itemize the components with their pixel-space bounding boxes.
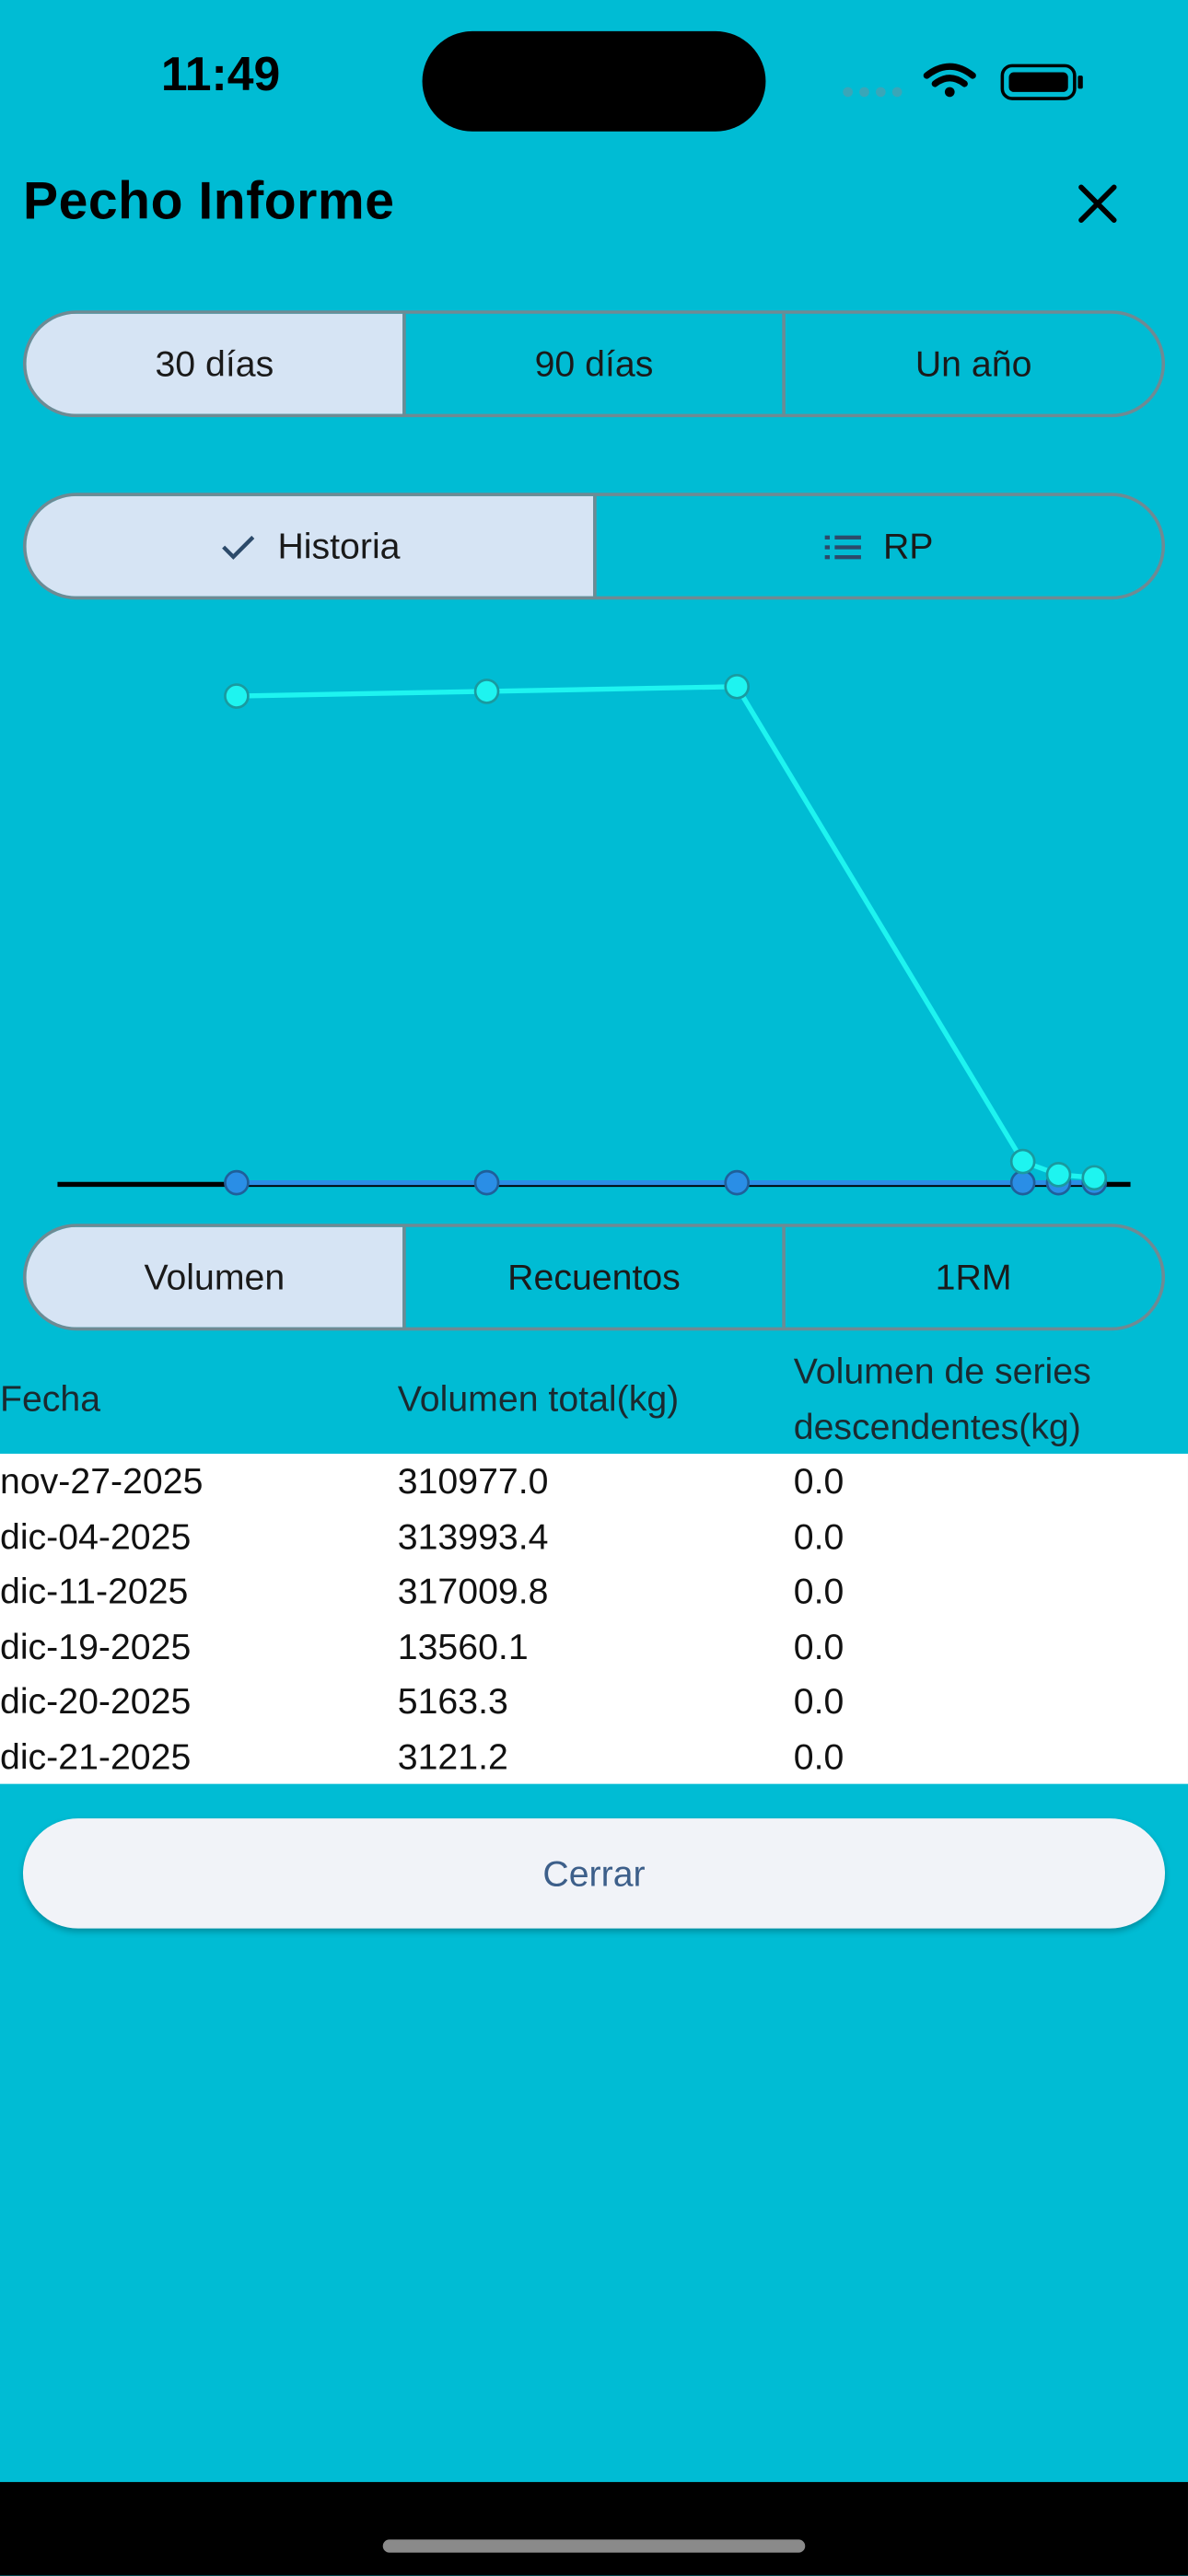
cell-total-volume: 317009.8 [397, 1570, 549, 1612]
data-point[interactable] [224, 1169, 250, 1196]
range-segmented-control: 30 días 90 días Un año [22, 310, 1165, 418]
tab-recuentos[interactable]: Recuentos [402, 1226, 782, 1328]
cell-date: nov-27-2025 [0, 1460, 204, 1502]
data-point[interactable] [724, 1169, 751, 1196]
cell-drop-volume: 0.0 [793, 1735, 844, 1777]
tab-rp[interactable]: RP [592, 495, 1161, 597]
volume-line-chart [57, 673, 1131, 1196]
tab-label: 1RM [935, 1256, 1012, 1297]
cell-date: dic-11-2025 [0, 1570, 189, 1612]
cell-total-volume: 313993.4 [397, 1514, 549, 1557]
table-body: nov-27-2025 310977.0 0.0 dic-04-2025 313993.… [0, 1454, 1188, 1784]
tab-label: Historia [277, 525, 401, 566]
tab-one-year[interactable]: Un año [782, 313, 1161, 414]
table-row: dic-04-2025 313993.4 0.0 [0, 1509, 1188, 1564]
data-point[interactable] [1081, 1165, 1108, 1191]
cell-date: dic-20-2025 [0, 1680, 192, 1722]
table-row: dic-11-2025 317009.8 0.0 [0, 1564, 1188, 1619]
cell-total-volume: 3121.2 [397, 1735, 508, 1777]
page-title: Pecho Informe [22, 170, 395, 230]
data-point[interactable] [1009, 1148, 1036, 1175]
status-time: 11:49 [160, 49, 281, 102]
cell-drop-volume: 0.0 [793, 1460, 844, 1502]
tab-label: Un año [914, 342, 1032, 384]
list-icon [825, 534, 862, 559]
series-line-0 [236, 684, 1095, 1180]
cellular-signal-icon [843, 87, 903, 98]
tab-label: 30 días [155, 342, 274, 384]
check-icon [222, 535, 255, 559]
tab-90-days[interactable]: 90 días [402, 313, 782, 414]
data-point[interactable] [724, 673, 751, 700]
tab-label: Recuentos [507, 1256, 681, 1297]
data-point[interactable] [1009, 1169, 1036, 1196]
tab-historia[interactable]: Historia [26, 495, 593, 597]
tab-volumen[interactable]: Volumen [26, 1226, 403, 1328]
table-row: dic-21-2025 3121.2 0.0 [0, 1729, 1188, 1784]
data-point[interactable] [473, 1169, 500, 1196]
table-row: dic-20-2025 5163.3 0.0 [0, 1674, 1188, 1729]
cell-drop-volume: 0.0 [793, 1625, 844, 1667]
header-fecha: Fecha [0, 1377, 101, 1420]
header-total-volume: Volumen total(kg) [397, 1377, 680, 1420]
data-point[interactable] [224, 683, 250, 709]
table-row: dic-19-2025 13560.1 0.0 [0, 1619, 1188, 1674]
data-point[interactable] [473, 679, 500, 704]
cerrar-button[interactable]: Cerrar [22, 1818, 1165, 1929]
status-icons [842, 59, 1089, 101]
tab-1rm[interactable]: 1RM [782, 1226, 1161, 1328]
data-point[interactable] [1045, 1162, 1072, 1188]
home-bar-area [0, 2481, 1188, 2576]
cell-date: dic-19-2025 [0, 1625, 192, 1667]
tab-30-days[interactable]: 30 días [26, 313, 403, 414]
view-segmented-control: Historia RP [22, 493, 1165, 600]
cell-drop-volume: 0.0 [793, 1570, 844, 1612]
dynamic-island [422, 30, 766, 132]
history-table: Fecha Volumen total(kg) Volumen de serie… [0, 1343, 1188, 1784]
cell-drop-volume: 0.0 [793, 1680, 844, 1722]
cell-drop-volume: 0.0 [793, 1514, 844, 1557]
cell-date: dic-04-2025 [0, 1514, 192, 1557]
metric-segmented-control: Volumen Recuentos 1RM [22, 1224, 1165, 1331]
cell-total-volume: 13560.1 [397, 1625, 529, 1667]
close-icon[interactable] [1071, 178, 1124, 230]
table-row: nov-27-2025 310977.0 0.0 [0, 1454, 1188, 1509]
tab-label: Volumen [144, 1256, 285, 1297]
home-indicator[interactable] [382, 2539, 806, 2553]
cell-total-volume: 5163.3 [397, 1680, 508, 1722]
cell-date: dic-21-2025 [0, 1735, 192, 1777]
cell-total-volume: 310977.0 [397, 1460, 549, 1502]
tab-label: RP [882, 525, 934, 566]
tab-label: 90 días [534, 342, 654, 384]
battery-icon [1000, 64, 1083, 100]
table-header: Fecha Volumen total(kg) Volumen de serie… [0, 1343, 1188, 1454]
wifi-icon [923, 63, 976, 87]
button-label: Cerrar [542, 1851, 646, 1894]
header-drop-set-volume: Volumen de series descendentes(kg) [793, 1350, 1091, 1447]
